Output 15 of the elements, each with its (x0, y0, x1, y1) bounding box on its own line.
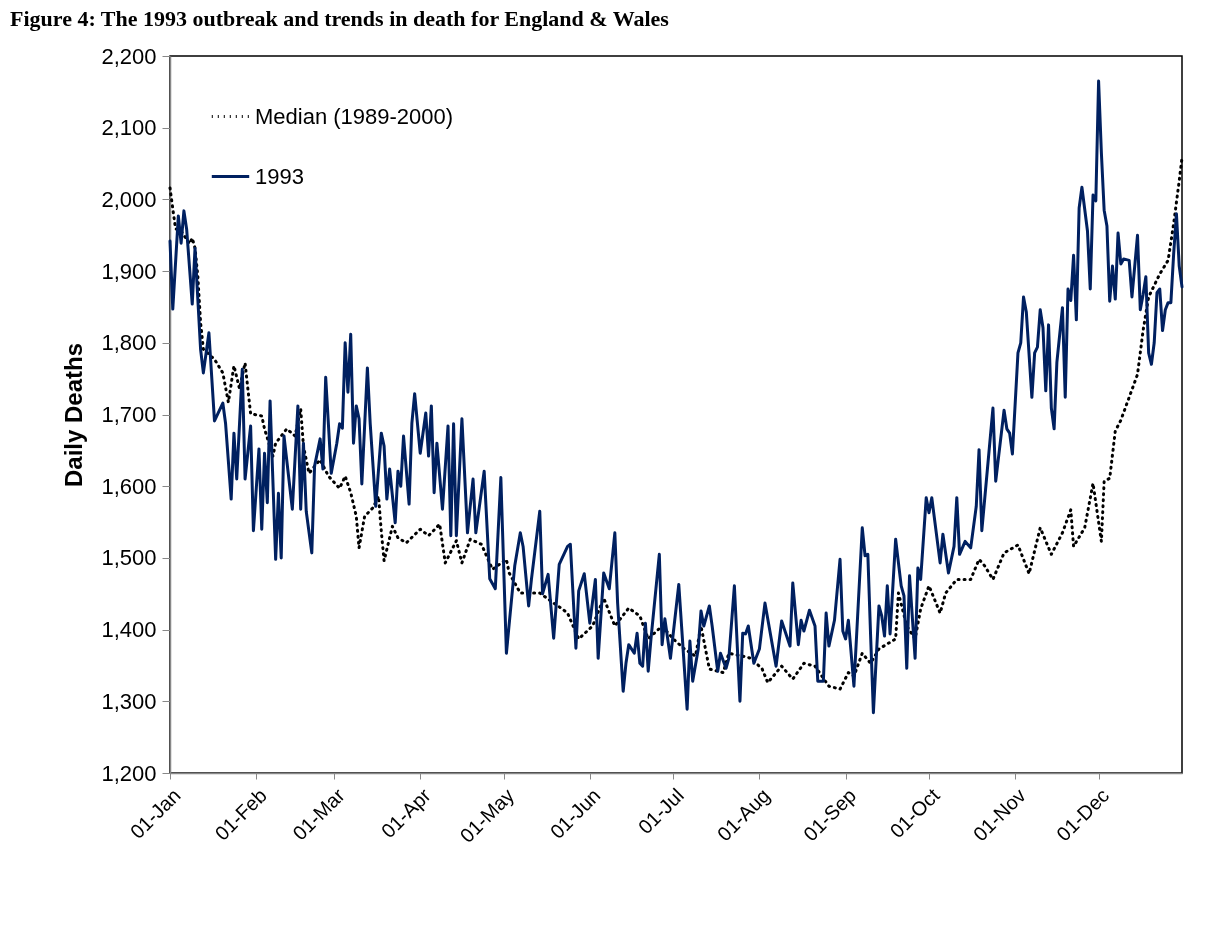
y-tick-label: 1,300 (101, 688, 157, 714)
y-tick-label: 1,600 (101, 473, 157, 499)
y-tick-label: 1,700 (101, 402, 157, 427)
y-tick-label: 2,000 (101, 186, 157, 212)
y-tick-label: 2,100 (101, 115, 157, 141)
y-tick-label: 1,800 (101, 330, 157, 356)
y-tick-label: 2,200 (101, 43, 157, 69)
y-tick-label: 1,400 (101, 617, 157, 643)
y-tick-label: 1,500 (101, 545, 157, 571)
y-tick-label: 1,900 (101, 258, 157, 284)
y-tick-label: 1,200 (101, 760, 157, 786)
y-axis-title: Daily Deaths (60, 342, 88, 488)
chart-title: Figure 4: The 1993 outbreak and trends in death for England & Wales (10, 6, 670, 31)
legend-label: 1993 (255, 163, 304, 189)
legend-label: Median (1989-2000) (255, 103, 454, 129)
